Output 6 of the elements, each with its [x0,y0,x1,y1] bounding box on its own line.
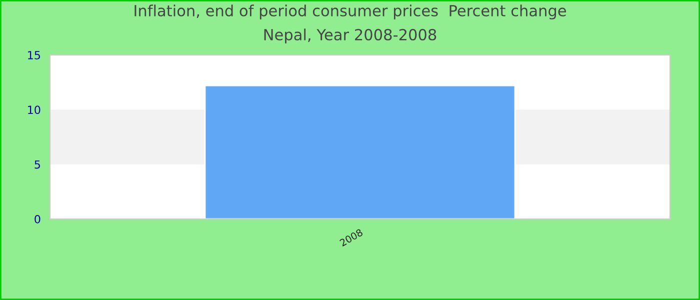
y-tick-label: 5 [34,160,40,169]
chart-title: Inflation, end of period consumer prices Percent change [134,4,566,20]
y-tick-label: 10 [28,106,40,114]
y-tick-label: 15 [28,51,40,60]
y-tick-label: 0 [34,214,40,224]
chart-subtitle: Nepal, Year 2008-2008 [264,28,436,44]
